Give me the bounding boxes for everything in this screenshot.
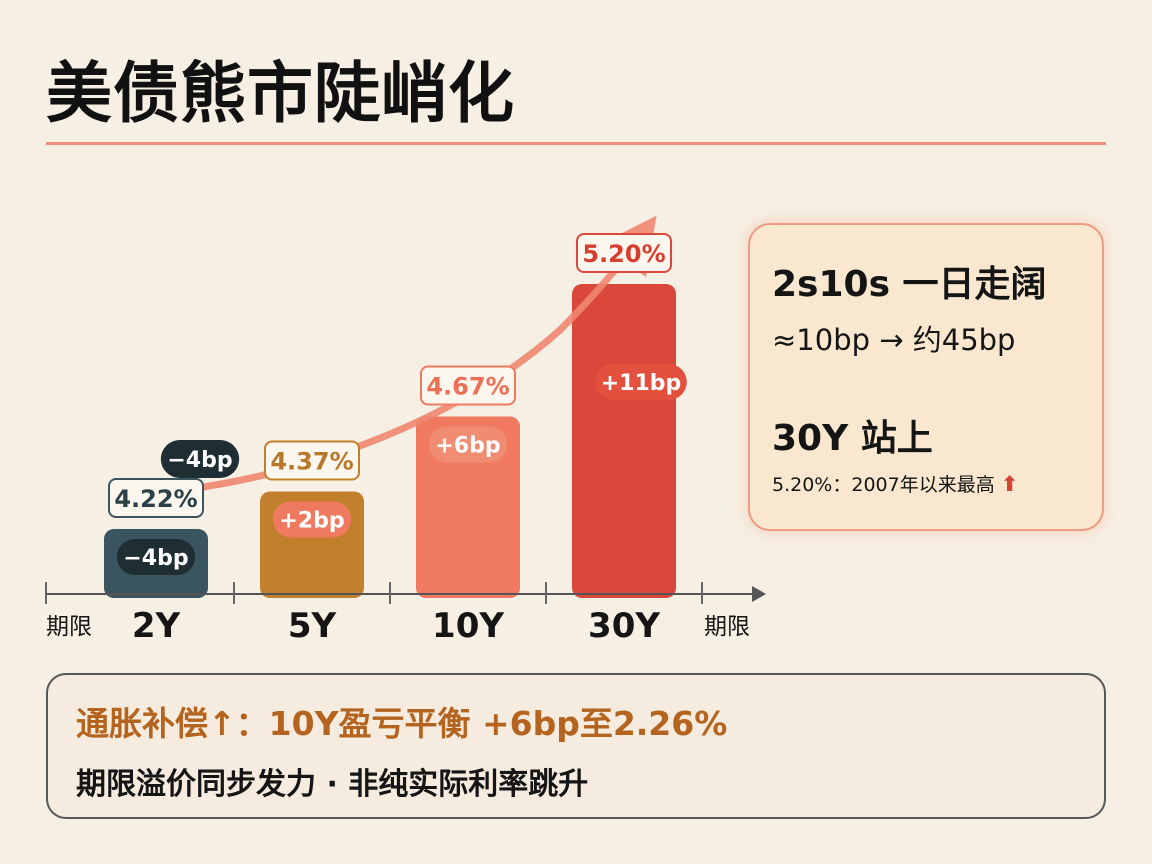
value-label-2Y: 4.22% — [108, 478, 204, 518]
x-tick-10Y: 10Y — [432, 606, 504, 646]
value-label-30Y: 5.20% — [576, 233, 672, 273]
change-badge-2Y: −4bp — [116, 539, 196, 575]
change-badge-pill — [160, 440, 240, 478]
value-label-text: 4.37% — [270, 448, 353, 476]
value-label-text: 5.20% — [582, 240, 665, 268]
summary-box: 通胀补偿↑：10Y盈亏平衡 +6bp至2.26% 期限溢价同步发力 · 非纯实际… — [46, 673, 1106, 819]
x-tick-5Y: 5Y — [288, 606, 337, 646]
spread-heading: 2s10s 一日走阔 — [772, 264, 1047, 305]
x-axis-label-right: 期限 — [704, 614, 750, 640]
change-badge-text: −4bp — [167, 448, 232, 473]
change-badge-text: +2bp — [279, 509, 344, 534]
change-badge-30Y: +11bp — [595, 364, 687, 400]
bar-10Y — [416, 416, 520, 598]
spread-detail: ≈10bp → 约45bp — [772, 323, 1016, 357]
term-premium-note: 期限溢价同步发力 · 非纯实际利率跳升 — [76, 767, 589, 802]
bar-30Y — [572, 284, 676, 598]
change-badge-pill — [428, 426, 508, 463]
change-badge-text: −4bp — [123, 546, 188, 571]
change-badge-pill — [116, 539, 196, 575]
value-label-text: 4.67% — [426, 373, 509, 401]
info-card: 2s10s 一日走阔 ≈10bp → 约45bp 30Y 站上 5.20%：20… — [748, 223, 1104, 531]
value-label-box — [420, 365, 516, 406]
up-arrow-icon: ⬆ — [1000, 472, 1019, 496]
change-badge-extra: −4bp — [160, 440, 240, 478]
change-badge-text: +6bp — [435, 434, 500, 459]
change-badge-text: +11bp — [601, 371, 682, 396]
x-axis-label-left: 期限 — [46, 614, 92, 640]
long-bond-heading: 30Y 站上 — [772, 418, 933, 459]
long-bond-detail: 5.20%：2007年以来最高 ⬆ — [772, 470, 1018, 497]
value-label-box — [264, 440, 360, 481]
x-axis-arrow-icon — [752, 586, 766, 602]
page-title: 美债熊市陡峭化 — [46, 55, 515, 132]
value-label-box — [576, 233, 672, 273]
value-label-box — [108, 478, 204, 518]
value-label-text: 4.22% — [114, 485, 197, 513]
change-badge-10Y: +6bp — [428, 426, 508, 463]
value-label-5Y: 4.37% — [264, 440, 360, 481]
change-badge-pill — [595, 364, 687, 400]
x-tick-2Y: 2Y — [132, 606, 181, 646]
x-tick-30Y: 30Y — [588, 606, 660, 646]
value-label-10Y: 4.67% — [420, 365, 516, 406]
inflation-note: 通胀补偿↑：10Y盈亏平衡 +6bp至2.26% — [76, 704, 728, 743]
change-badge-5Y: +2bp — [272, 501, 352, 538]
change-badge-pill — [272, 501, 352, 538]
title-divider — [46, 142, 1106, 145]
long-bond-detail-text: 5.20%：2007年以来最高 — [772, 474, 995, 496]
